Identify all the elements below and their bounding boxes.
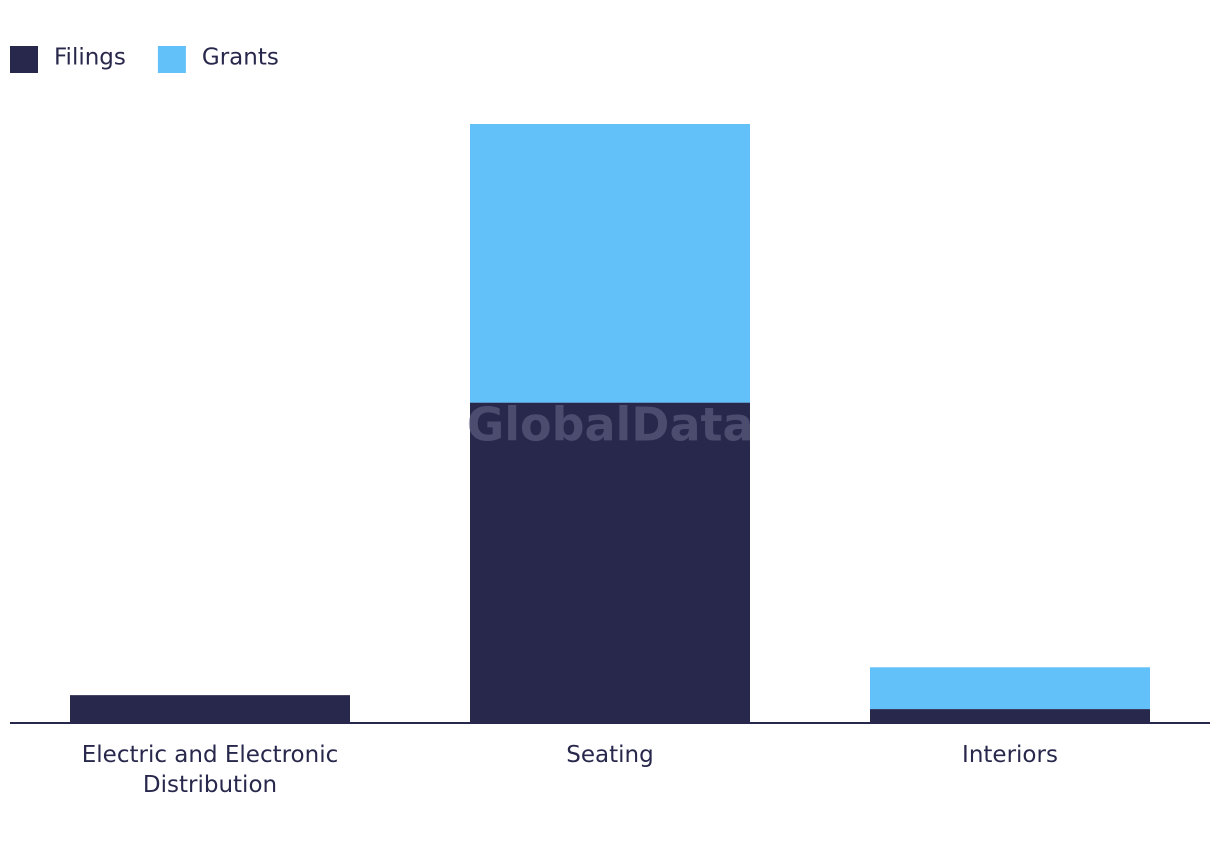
bar-segment	[870, 709, 1150, 723]
legend-swatch	[157, 46, 186, 73]
bar-segment	[70, 695, 350, 723]
x-tick-label: Interiors	[962, 742, 1058, 768]
bar-segment	[470, 124, 750, 403]
x-tick-label: Seating	[566, 742, 654, 768]
bar-segment	[870, 667, 1150, 710]
legend-label: Filings	[54, 45, 126, 71]
legend-label: Grants	[202, 45, 279, 71]
watermark: GlobalData	[466, 398, 753, 452]
bar-segment	[470, 402, 750, 723]
x-tick-label: Electric and Electronic Distribution	[81, 742, 339, 798]
legend-swatch	[10, 46, 38, 73]
